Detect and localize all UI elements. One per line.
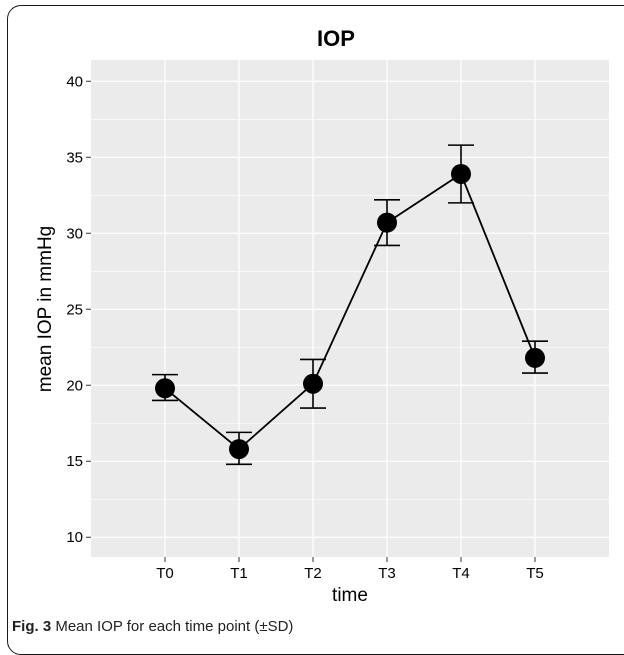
data-point xyxy=(451,163,471,184)
chart-title: IOP xyxy=(317,26,355,51)
x-axis-label: time xyxy=(332,585,368,606)
axes: 10 15 20 25 30 35 40 T0 T1 T2 T3 T4 T5 xyxy=(66,73,543,582)
y-tick-label: 25 xyxy=(66,301,83,318)
y-tick-label: 20 xyxy=(66,377,83,394)
x-tick-label: T4 xyxy=(452,565,470,582)
x-tick-label: T5 xyxy=(526,565,544,582)
plot-panel xyxy=(91,60,609,557)
caption-text: Mean IOP for each time point (±SD) xyxy=(55,618,294,635)
data-point xyxy=(377,212,397,233)
x-tick-label: T0 xyxy=(156,565,174,582)
series-line xyxy=(164,172,536,451)
data-point xyxy=(155,378,175,399)
y-tick-label: 30 xyxy=(66,225,83,242)
y-tick-label: 40 xyxy=(66,73,83,90)
x-tick-label: T1 xyxy=(230,565,248,582)
figure-caption: Fig. 3 Mean IOP for each time point (±SD… xyxy=(12,618,293,635)
grid-lines xyxy=(91,60,609,557)
data-point xyxy=(229,439,249,460)
x-tick-label: T3 xyxy=(378,565,396,582)
y-tick-label: 15 xyxy=(66,453,83,470)
data-point xyxy=(303,373,323,394)
x-tick-label: T2 xyxy=(304,565,322,582)
y-axis-label: mean IOP in mmHg xyxy=(35,226,56,392)
y-tick-label: 35 xyxy=(66,149,83,166)
chart: 10 15 20 25 30 35 40 T0 T1 T2 T3 T4 T5 IOP time mean… xyxy=(35,26,609,606)
y-tick-label: 10 xyxy=(66,529,83,546)
figure-label: Fig. 3 xyxy=(12,618,52,635)
data-point xyxy=(525,347,545,368)
chart-marks xyxy=(152,144,548,466)
